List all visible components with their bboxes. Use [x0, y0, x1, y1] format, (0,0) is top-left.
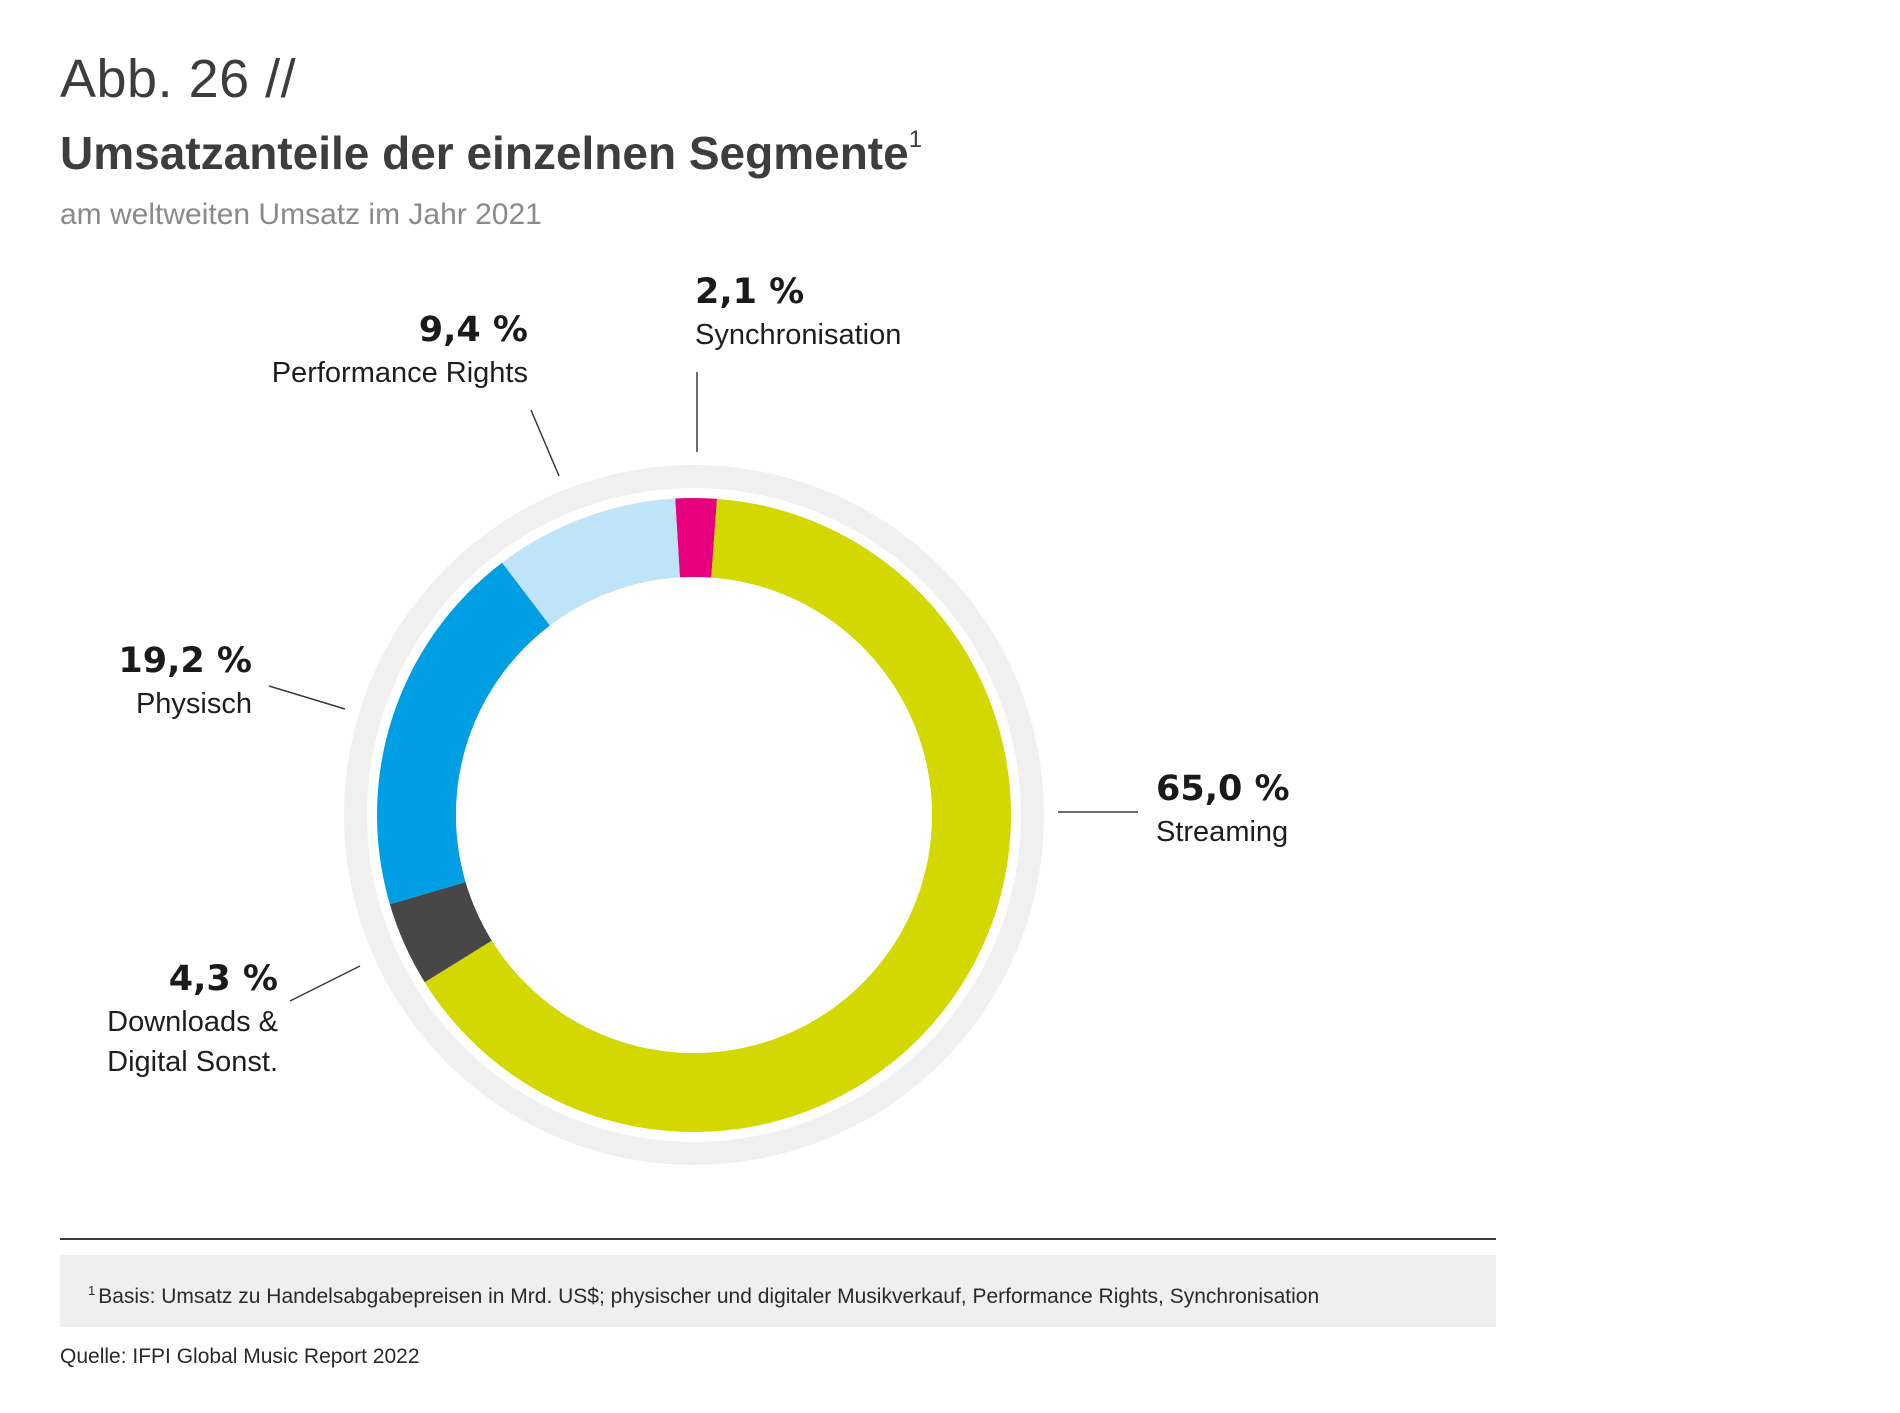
- name-label-streaming: Streaming: [1156, 816, 1288, 848]
- chart-title-text: Umsatzanteile der einzelnen Segmente: [60, 127, 909, 179]
- value-label-synchronisation: 2,1 %: [695, 272, 804, 312]
- leader-line-performance-rights: [530, 409, 560, 477]
- footnote: 1 Basis: Umsatz zu Handelsabgabepreisen i…: [88, 1255, 1496, 1333]
- donut-hole: [456, 577, 932, 1053]
- figure-number: Abb. 26 //: [60, 49, 297, 109]
- leader-line-downloads: [289, 965, 361, 1002]
- source-note: Quelle: IFPI Global Music Report 2022: [60, 1345, 420, 1368]
- chart-subtitle: am weltweiten Umsatz im Jahr 2021: [60, 198, 542, 231]
- slice-performance-rights: [502, 498, 680, 626]
- donut-slices: [377, 498, 1012, 1133]
- name-label-downloads-line2: Digital Sonst.: [107, 1046, 278, 1078]
- name-label-synchronisation: Synchronisation: [695, 319, 901, 351]
- value-label-streaming: 65,0 %: [1156, 769, 1290, 809]
- value-label-physisch: 19,2 %: [118, 641, 252, 681]
- footer-divider: [60, 1238, 1496, 1240]
- value-label-performance-rights: 9,4 %: [419, 310, 528, 350]
- leader-line-physisch: [268, 685, 346, 710]
- slice-physisch: [377, 562, 550, 905]
- name-label-downloads-line1: Downloads &: [107, 1006, 278, 1038]
- title-footnote-mark: 1: [908, 125, 923, 153]
- footnote-text: Basis: Umsatz zu Handelsabgabepreisen in…: [98, 1285, 1320, 1308]
- value-label-downloads: 4,3 %: [169, 959, 278, 999]
- footnote-box: 1 Basis: Umsatz zu Handelsabgabepreisen i…: [60, 1255, 1496, 1327]
- footnote-mark: 1: [88, 1283, 96, 1298]
- chart-title: Umsatzanteile der einzelnen Segmente1: [60, 127, 922, 179]
- name-label-performance-rights: Performance Rights: [272, 357, 528, 389]
- slice-synchronisation: [675, 498, 717, 578]
- name-label-physisch: Physisch: [136, 688, 252, 720]
- slice-downloads-digital-sonst: [389, 882, 492, 983]
